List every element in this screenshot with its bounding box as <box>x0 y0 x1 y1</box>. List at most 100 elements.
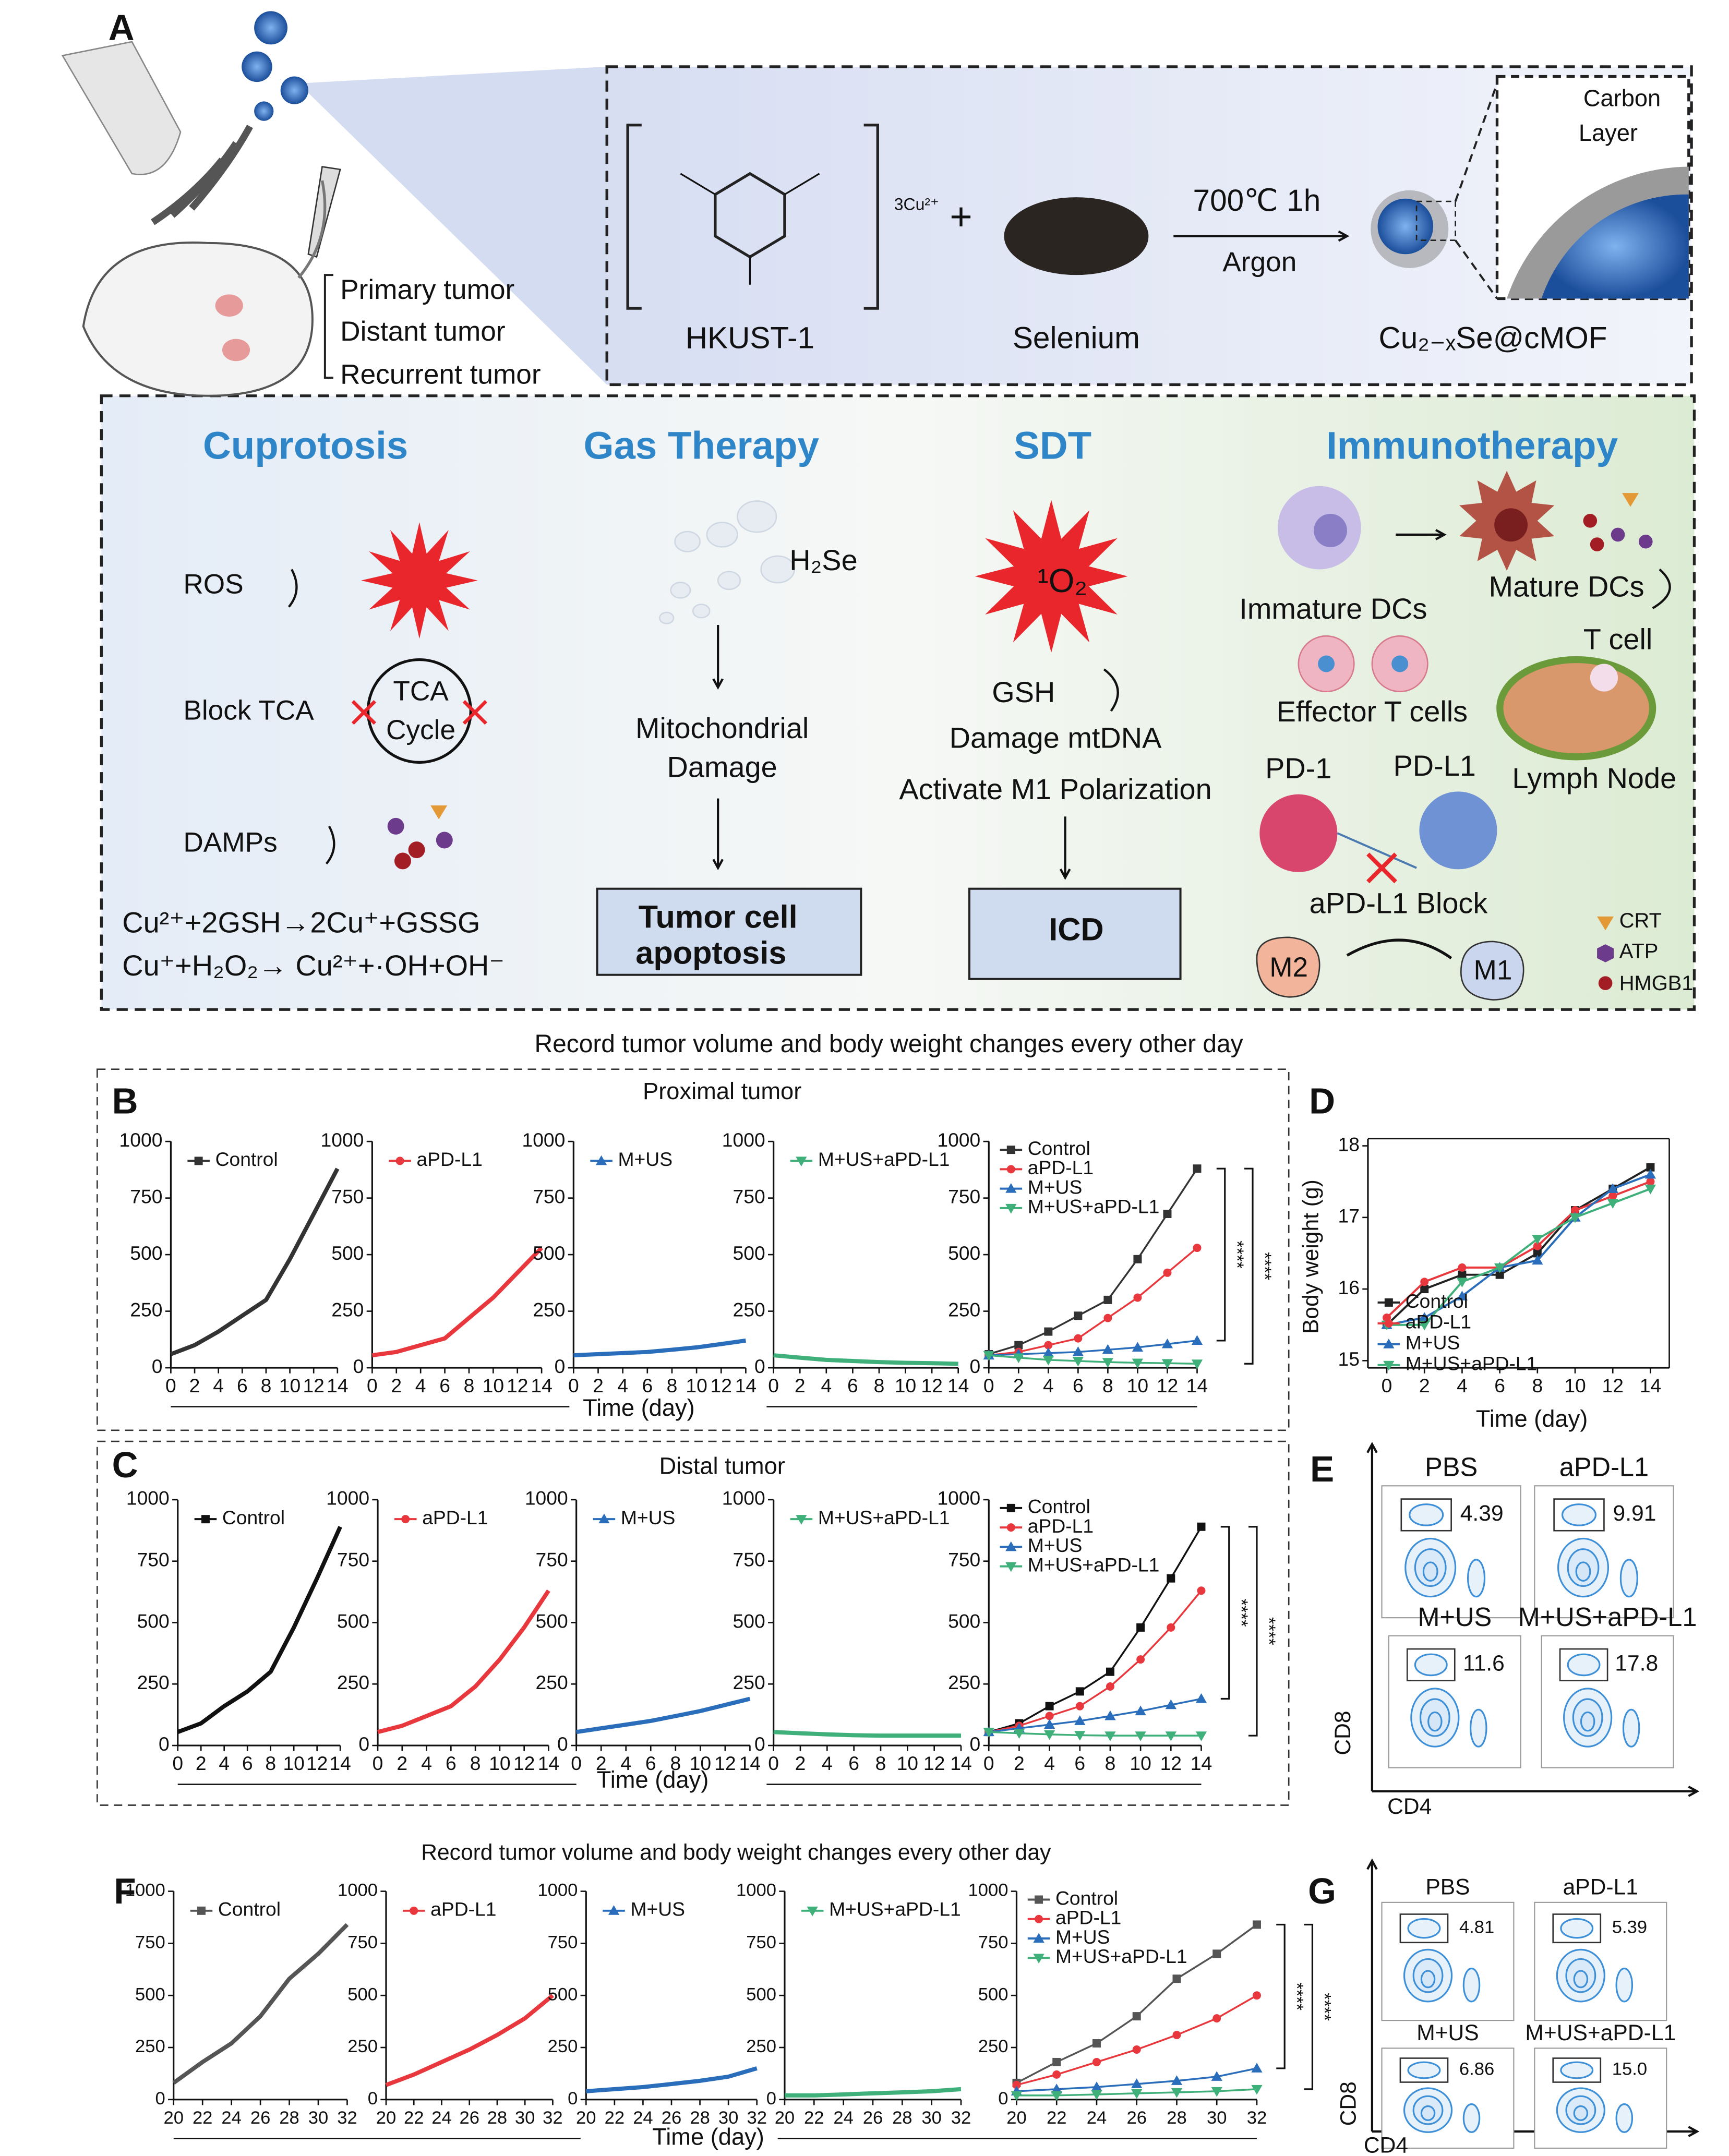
marker <box>1420 1278 1429 1286</box>
label: T cell <box>1583 623 1653 656</box>
marker <box>1172 1974 1181 1983</box>
label: CD4 <box>1387 1794 1432 1819</box>
marker <box>1532 1255 1543 1265</box>
x-tick-label: 0 <box>172 1752 183 1774</box>
x-tick-label: 10 <box>279 1375 301 1396</box>
label: 3Cu²⁺ <box>894 195 939 213</box>
x-tick-label: 12 <box>513 1752 535 1774</box>
bracket <box>626 124 642 310</box>
x-tick-label: 12 <box>507 1375 528 1396</box>
x-tick-label: 6 <box>446 1752 457 1774</box>
x-tick-label: 12 <box>306 1752 328 1774</box>
marker <box>1136 1623 1145 1632</box>
y-axis-title: CD8 <box>1336 2081 1361 2126</box>
label: ¹O₂ <box>1037 562 1087 599</box>
marker <box>1171 2075 1183 2085</box>
x-tick-label: 8 <box>261 1375 272 1396</box>
legend-label: aPD-L1 <box>1055 1907 1121 1929</box>
pd1-cell <box>1259 794 1338 872</box>
sig-bracket <box>1216 1167 1226 1342</box>
arrow-head <box>1435 529 1447 540</box>
x-tick-label: 20 <box>576 2108 596 2128</box>
x-tick-label: 24 <box>431 2108 451 2128</box>
marker <box>1051 2091 1062 2101</box>
x-tick-label: 4 <box>421 1752 432 1774</box>
x-tick-label: 0 <box>165 1375 176 1396</box>
x-tick-label: 2 <box>593 1375 604 1396</box>
up-arrow <box>288 569 298 608</box>
x-axis-title: Time (day) <box>597 1766 709 1793</box>
label: PD-1 <box>1265 752 1331 785</box>
x-tick-label: 26 <box>250 2108 270 2128</box>
crt <box>1622 493 1639 507</box>
up-arrow <box>325 825 335 865</box>
gate <box>1406 1648 1456 1682</box>
label: 6.86 <box>1459 2059 1494 2079</box>
label: F <box>114 1871 136 1911</box>
series-line <box>573 1338 746 1358</box>
marker <box>1045 1702 1054 1711</box>
y-tick-label: 750 <box>746 1933 776 1953</box>
legend-label: aPD-L1 <box>430 1898 496 1920</box>
marker <box>1033 1954 1044 1964</box>
marker <box>1035 1914 1043 1923</box>
marker <box>1075 1702 1084 1711</box>
hmgb1-key <box>1598 976 1613 991</box>
marker <box>1043 1730 1055 1740</box>
contour <box>1470 1708 1487 1748</box>
marker <box>1191 1335 1203 1345</box>
label: aPD-L1 <box>1559 1452 1649 1482</box>
label: Primary tumor <box>340 274 514 305</box>
label: A <box>109 7 135 48</box>
y-tick-label: 0 <box>353 1355 364 1377</box>
arrow-head <box>1688 1786 1700 1797</box>
tail <box>297 180 327 279</box>
y-tick-label: 750 <box>733 1549 765 1571</box>
marker <box>1132 1358 1144 1369</box>
x-tick-label: 8 <box>1102 1375 1113 1396</box>
x-tick-label: 28 <box>279 2108 299 2128</box>
y-tick-label: 0 <box>555 1355 566 1377</box>
label: Cu²⁺+2GSH→2Cu⁺+GSSG <box>122 906 480 939</box>
line <box>1454 83 1498 202</box>
mechanism-box <box>100 394 1696 1011</box>
marker <box>1051 2083 1062 2093</box>
marker <box>1197 1522 1206 1531</box>
contour <box>1619 1559 1638 1598</box>
legend-label: M+US+aPD-L1 <box>1028 1196 1160 1218</box>
sig-bracket <box>1244 1167 1254 1365</box>
x-tick-label: 4 <box>1457 1375 1468 1396</box>
x-tick-label: 6 <box>645 1752 656 1774</box>
zoom-box <box>1415 200 1456 241</box>
x-tick-label: 32 <box>337 2108 357 2128</box>
marker <box>1131 2078 1143 2088</box>
x-tick-label: 30 <box>921 2108 941 2128</box>
contour <box>1561 1503 1597 1526</box>
contour <box>1567 1653 1601 1677</box>
marker <box>1135 1705 1146 1716</box>
x-tick-label: 6 <box>1074 1752 1085 1774</box>
label: C <box>112 1444 138 1485</box>
series-line <box>989 1354 1197 1365</box>
sig-bracket <box>1220 1526 1230 1700</box>
line <box>1337 832 1417 869</box>
y-tick-label: 1000 <box>736 1881 776 1900</box>
marker <box>1163 1210 1172 1218</box>
line <box>351 700 377 725</box>
marker <box>1607 1199 1618 1209</box>
x-tick-label: 2 <box>391 1375 402 1396</box>
marker <box>1132 2012 1141 2021</box>
wave <box>170 141 239 218</box>
series-line <box>773 1353 958 1366</box>
sig-bracket <box>1276 1923 1286 2069</box>
x-tick-label: 24 <box>633 2108 653 2128</box>
marker <box>1384 1298 1393 1307</box>
x-tick-label: 2 <box>1013 1375 1024 1396</box>
polarize-arrow <box>1346 938 1452 959</box>
marker <box>1103 1314 1112 1322</box>
crt <box>430 805 448 820</box>
tumor-spot <box>222 339 250 362</box>
label: Immature DCs <box>1239 592 1427 625</box>
contour <box>1622 1708 1640 1748</box>
